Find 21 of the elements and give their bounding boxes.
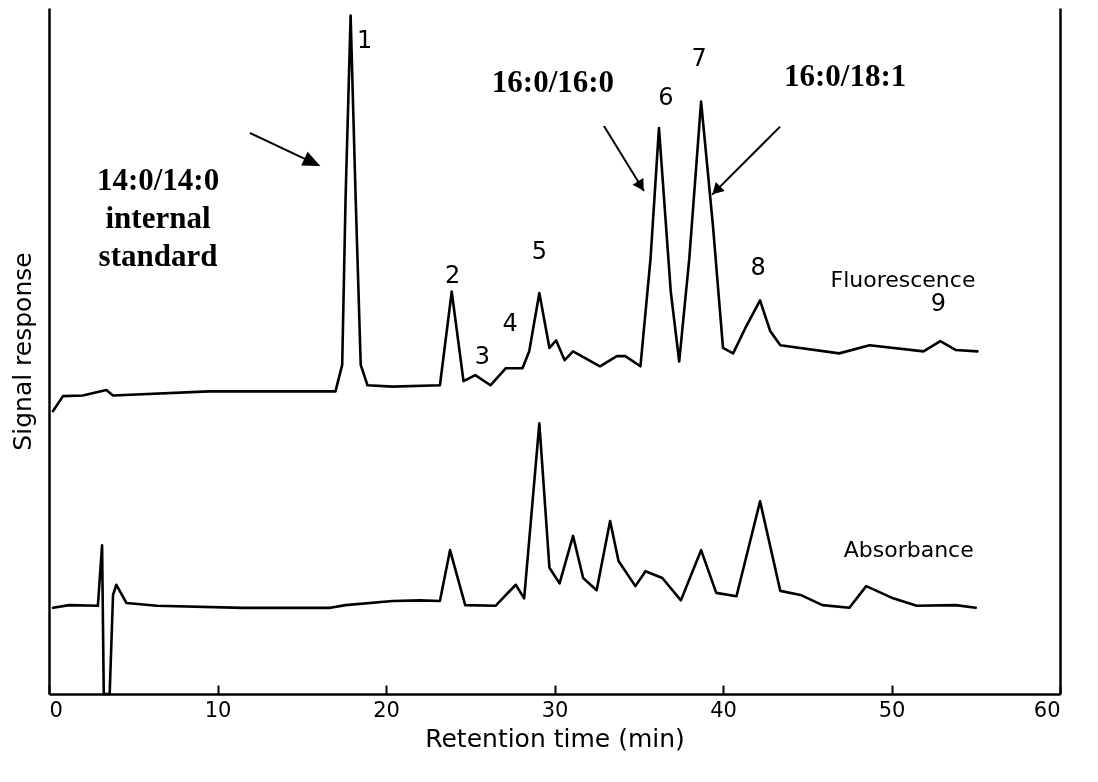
annotation: 7: [691, 43, 707, 72]
annotation: 4: [502, 309, 518, 338]
annotation: 6: [658, 83, 674, 112]
annotation: 16:0/18:1: [783, 57, 907, 93]
annotation: 1: [356, 26, 373, 55]
x-tick-label: 0: [49, 697, 63, 722]
annotation: 5: [531, 236, 547, 265]
x-tick-label: 20: [373, 697, 400, 722]
x-tick-label: 50: [878, 697, 906, 722]
annotation: 16:0/16:0: [491, 64, 615, 100]
annotation: 3: [474, 342, 490, 371]
y-axis-title: Signal response: [7, 252, 37, 451]
annotation: 8: [750, 253, 766, 282]
x-tick-label: 30: [541, 697, 569, 722]
annotation: 14:0/14:0 internal standard: [96, 162, 220, 273]
x-tick-label: 10: [204, 697, 232, 722]
x-tick-label: 60: [1033, 697, 1061, 722]
series-label: Absorbance: [843, 536, 974, 562]
x-tick-label: 40: [710, 697, 737, 722]
annotation: 2: [445, 260, 461, 289]
x-axis-title: Retention time (min): [425, 723, 685, 753]
